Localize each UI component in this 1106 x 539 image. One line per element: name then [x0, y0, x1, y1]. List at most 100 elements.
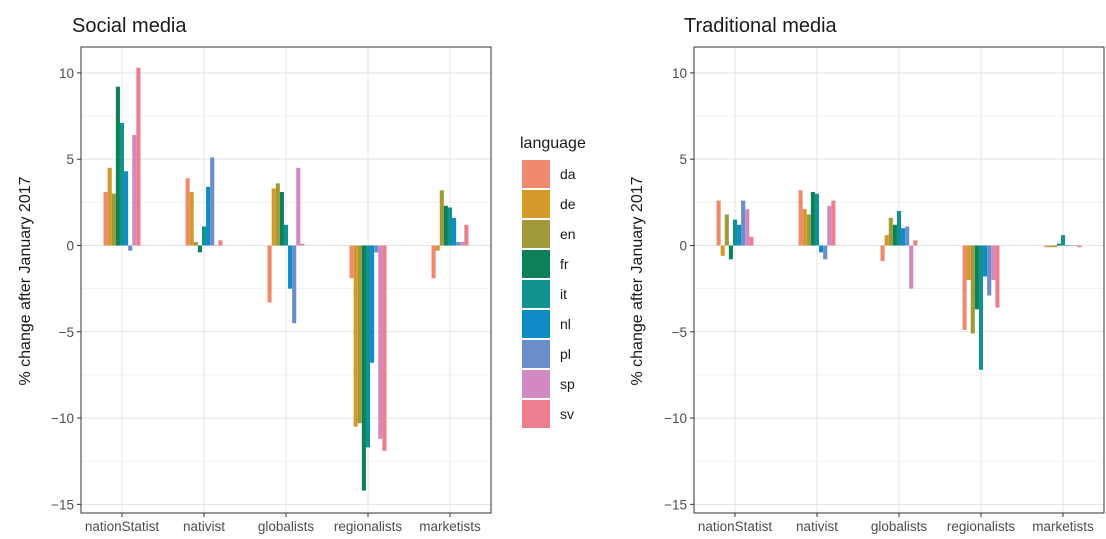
bar-da-marketists	[1044, 245, 1049, 248]
bar-sv-regionalists	[382, 245, 387, 451]
bar-pl-marketists	[1069, 245, 1074, 247]
bar-sp-nativist	[214, 245, 219, 247]
traditional-media-title: Traditional media	[684, 15, 838, 37]
bar-it-marketists	[447, 207, 453, 246]
traditional-media-gridlines	[694, 47, 1104, 513]
bar-nl-regionalists	[983, 245, 988, 277]
legend-label-nl: nl	[560, 316, 571, 332]
social-media-x-ticks: nationStatist nativist globalists regionali…	[85, 513, 481, 534]
bar-en-nativist	[193, 242, 198, 246]
legend-label-it: it	[560, 286, 567, 302]
bar-en-regionalists	[970, 245, 975, 334]
legend-swatch-it	[522, 280, 550, 308]
legend-swatch-sp	[522, 370, 550, 398]
bar-da-regionalists	[349, 245, 354, 279]
bar-sv-globalists	[300, 243, 305, 246]
y-tick-label: 10	[59, 66, 74, 81]
bar-da-globalists	[880, 245, 885, 262]
bar-en-nationStatist	[724, 214, 729, 246]
bar-fr-regionalists	[974, 245, 979, 310]
bar-sp-nativist	[827, 205, 832, 246]
x-tick-label-globalists: globalists	[258, 519, 315, 534]
bar-it-regionalists	[365, 245, 371, 448]
x-tick-label-regionalists: regionalists	[947, 519, 1016, 534]
bar-da-regionalists	[962, 245, 967, 331]
bar-en-nationStatist	[111, 193, 116, 246]
bar-sp-globalists	[909, 245, 914, 289]
bar-fr-marketists	[1056, 243, 1061, 246]
social-media-title: Social media	[72, 15, 187, 37]
bar-de-marketists	[1048, 245, 1053, 248]
bar-sp-nationStatist	[745, 209, 750, 246]
legend-swatch-fr	[522, 250, 550, 278]
bar-da-nationStatist	[103, 191, 108, 246]
bar-nl-regionalists	[370, 245, 375, 363]
bar-de-globalists	[271, 188, 276, 246]
bar-pl-nativist	[210, 157, 215, 246]
bar-it-marketists	[1060, 235, 1066, 246]
legend-swatch-nl	[522, 310, 550, 338]
bar-fr-regionalists	[361, 245, 366, 491]
bar-pl-globalists	[905, 226, 910, 246]
bar-pl-regionalists	[987, 245, 992, 296]
bar-sv-regionalists	[995, 245, 1000, 308]
bar-sp-marketists	[1073, 245, 1078, 247]
bar-de-marketists	[435, 245, 440, 251]
bar-sv-marketists	[464, 224, 469, 246]
bar-en-regionalists	[357, 245, 362, 424]
bar-it-nativist	[201, 226, 207, 246]
bar-sv-nationStatist	[136, 67, 141, 246]
bar-nl-marketists	[1065, 245, 1070, 247]
bar-en-nativist	[806, 214, 811, 246]
legend-label-fr: fr	[560, 256, 569, 272]
traditional-media-panel: Traditional media % change after January…	[629, 15, 1105, 534]
social-media-gridlines	[81, 47, 491, 513]
bar-it-globalists	[283, 224, 289, 246]
bar-fr-nationStatist	[728, 245, 733, 260]
legend-swatch-pl	[522, 340, 550, 368]
legend-swatch-da	[522, 160, 550, 188]
bar-sp-regionalists	[991, 245, 996, 280]
bar-nl-globalists	[288, 245, 293, 289]
bar-da-globalists	[267, 245, 272, 303]
y-tick-label: −10	[51, 411, 74, 426]
bar-sv-nativist	[831, 200, 836, 246]
legend-swatch-de	[522, 190, 550, 218]
y-tick-label: 5	[66, 152, 74, 167]
traditional-media-x-ticks: nationStatist nativist globalists regionali…	[698, 513, 1094, 534]
legend-swatch-en	[522, 220, 550, 248]
traditional-media-bars	[716, 190, 1082, 370]
bar-da-nativist	[798, 190, 803, 246]
x-tick-label-nationStatist: nationStatist	[85, 519, 160, 534]
bar-pl-nativist	[823, 245, 828, 260]
y-tick-label: −10	[664, 411, 687, 426]
bar-fr-globalists	[279, 191, 284, 246]
bar-pl-nationStatist	[128, 245, 133, 251]
bar-pl-nationStatist	[741, 200, 746, 246]
x-tick-label-regionalists: regionalists	[334, 519, 403, 534]
traditional-media-y-axis-label: % change after January 2017	[629, 176, 646, 385]
bar-nl-marketists	[452, 217, 457, 246]
y-tick-label: 10	[672, 66, 687, 81]
y-tick-label: −5	[59, 325, 74, 340]
y-tick-label: 0	[679, 238, 687, 253]
legend-label-sv: sv	[560, 406, 574, 422]
legend-label-de: de	[560, 196, 576, 212]
bar-it-regionalists	[978, 245, 984, 370]
x-tick-label-nationStatist: nationStatist	[698, 519, 773, 534]
y-tick-label: −5	[672, 325, 687, 340]
bar-de-regionalists	[966, 245, 971, 280]
bar-fr-globalists	[892, 224, 897, 246]
bar-fr-nativist	[810, 191, 815, 246]
legend-label-sp: sp	[560, 376, 575, 392]
bar-de-nativist	[189, 191, 194, 246]
bar-sp-globalists	[296, 167, 301, 246]
bar-nl-nationStatist	[737, 224, 742, 246]
legend-label-da: da	[560, 166, 576, 182]
legend-label-pl: pl	[560, 346, 571, 362]
bar-pl-regionalists	[374, 245, 379, 253]
bar-de-regionalists	[353, 245, 358, 427]
bar-sp-nationStatist	[132, 135, 137, 246]
social-media-y-axis-label: % change after January 2017	[17, 176, 34, 385]
